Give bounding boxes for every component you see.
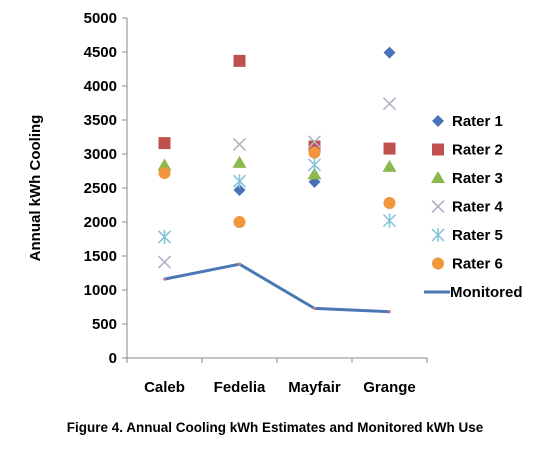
marker-x-legend [431, 199, 445, 214]
chart-svg: 0 500 1000 1500 2000 2500 3000 3500 4000 4500 5000… [27, 10, 523, 396]
legend-label: Rater 5 [452, 227, 503, 244]
series-rater-6 [158, 146, 396, 228]
marker-triangle [382, 159, 397, 172]
figure-caption: Figure 4. Annual Cooling kWh Estimates a… [66, 420, 484, 435]
y-tick-label: 2000 [84, 214, 117, 231]
monitored-point [238, 262, 241, 266]
y-tick-label: 4000 [84, 78, 117, 95]
x-tick-label: Caleb [144, 379, 185, 396]
series-rater-3 [157, 155, 397, 180]
monitored-line [164, 262, 390, 314]
marker-x [307, 135, 322, 149]
marker-asterisk [157, 229, 172, 244]
chart-frame: 0 500 1000 1500 2000 2500 3000 3500 4000 4500 5000… [27, 10, 523, 396]
x-ticks: Caleb Fedelia Mayfair Grange [126, 358, 428, 396]
marker-triangle [232, 155, 247, 168]
marker-asterisk [232, 174, 247, 189]
marker-triangle [157, 158, 172, 171]
y-tick-label: 3500 [84, 112, 117, 129]
legend-label: Rater 6 [452, 256, 503, 273]
legend-label: Rater 4 [452, 199, 504, 216]
x-tick-label: Fedelia [214, 379, 266, 396]
y-tick-label: 500 [92, 316, 117, 333]
marker-diamond [383, 46, 396, 59]
marker-asterisk [307, 157, 322, 172]
legend-label: Rater 1 [452, 113, 503, 130]
y-tick-label: 4500 [84, 44, 117, 61]
series-rater-2 [158, 54, 396, 155]
y-tick-label: 5000 [84, 10, 117, 27]
marker-asterisk [382, 213, 397, 228]
marker-triangle [307, 167, 322, 180]
marker-x [232, 137, 247, 152]
marker-circle [158, 167, 171, 180]
marker-circle [383, 196, 396, 209]
marker-asterisk-legend [431, 228, 445, 242]
legend-item: Rater 6 [432, 256, 503, 273]
marker-circle [308, 146, 321, 159]
marker-circle [233, 216, 246, 228]
monitored-point [163, 277, 166, 281]
marker-triangle-legend [431, 171, 445, 183]
marker-square [233, 54, 246, 67]
marker-square [158, 137, 171, 150]
series-layer [157, 46, 397, 314]
y-axis-title: Annual kWh Cooling [27, 115, 44, 262]
legend-item: Rater 5 [431, 227, 503, 244]
marker-square [383, 142, 396, 155]
y-tick-label: 0 [109, 350, 117, 367]
marker-diamond-legend [432, 115, 444, 127]
marker-x [157, 255, 172, 269]
marker-diamond [233, 184, 246, 197]
legend: Rater 1 Rater 2 Rater 3 Rater 4 Rater 5 Rater… [424, 113, 523, 301]
y-tick-label: 1000 [84, 282, 117, 299]
monitored-point [313, 306, 316, 310]
series-rater-5 [157, 157, 397, 244]
x-tick-label: Grange [363, 379, 416, 396]
legend-item: Rater 4 [431, 199, 504, 216]
marker-x [382, 97, 397, 111]
plot-area: 0 500 1000 1500 2000 2500 3000 3500 4000 4500 5000… [84, 10, 428, 396]
series-monitored [163, 262, 391, 314]
legend-item: Monitored [424, 284, 523, 301]
legend-item: Rater 2 [432, 142, 503, 159]
y-tick-label: 3000 [84, 146, 117, 163]
marker-square-legend [432, 143, 444, 156]
legend-item: Rater 1 [432, 113, 503, 130]
x-tick-label: Mayfair [288, 379, 341, 396]
legend-label: Rater 3 [452, 170, 503, 187]
y-tick-label: 2500 [84, 180, 117, 197]
monitored-point [388, 310, 391, 314]
legend-label: Rater 2 [452, 142, 503, 159]
marker-circle-legend [432, 257, 444, 270]
legend-item: Rater 3 [431, 170, 503, 187]
series-rater-4 [157, 97, 397, 269]
y-ticks: 0 500 1000 1500 2000 2500 3000 3500 4000 4500 5000 [84, 10, 127, 367]
legend-label: Monitored [450, 284, 523, 301]
y-tick-label: 1500 [84, 248, 117, 265]
